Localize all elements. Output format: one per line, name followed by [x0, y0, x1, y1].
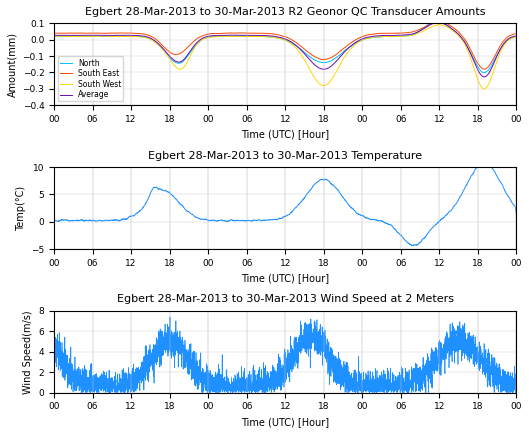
North	[513, 35, 519, 40]
Title: Egbert 28-Mar-2013 to 30-Mar-2013 Temperature: Egbert 28-Mar-2013 to 30-Mar-2013 Temper…	[148, 151, 422, 161]
South East	[415, 27, 422, 33]
Average	[134, 33, 140, 38]
South East	[389, 31, 395, 36]
South West	[51, 34, 57, 39]
Line: Average: Average	[54, 23, 516, 77]
South West	[268, 34, 275, 39]
North	[481, 70, 487, 76]
North	[363, 36, 370, 41]
X-axis label: Time (UTC) [Hour]: Time (UTC) [Hour]	[241, 130, 329, 140]
North	[434, 18, 440, 23]
South West	[513, 34, 519, 39]
South East	[134, 31, 140, 36]
South West	[513, 34, 519, 39]
Average	[51, 33, 57, 38]
South West	[436, 22, 442, 27]
Average	[513, 33, 519, 39]
Y-axis label: Wind Speed(m/s): Wind Speed(m/s)	[23, 310, 33, 394]
Y-axis label: Amount(mm): Amount(mm)	[7, 32, 17, 97]
X-axis label: Time (UTC) [Hour]: Time (UTC) [Hour]	[241, 273, 329, 283]
South West	[134, 34, 140, 39]
South West	[389, 34, 395, 39]
South East	[363, 33, 370, 38]
Average	[415, 29, 422, 34]
Title: Egbert 28-Mar-2013 to 30-Mar-2013 R2 Geonor QC Transducer Amounts: Egbert 28-Mar-2013 to 30-Mar-2013 R2 Geo…	[85, 7, 486, 17]
Average	[435, 20, 441, 25]
South East	[268, 31, 275, 36]
North	[415, 29, 422, 34]
Average	[481, 74, 487, 79]
X-axis label: Time (UTC) [Hour]: Time (UTC) [Hour]	[241, 417, 329, 427]
Average	[268, 33, 275, 39]
North	[51, 34, 57, 39]
Average	[389, 33, 395, 38]
North	[389, 34, 395, 39]
North	[513, 35, 519, 40]
South East	[481, 66, 487, 72]
Y-axis label: Temp(°C): Temp(°C)	[15, 185, 25, 230]
Average	[363, 35, 370, 40]
Line: South East: South East	[54, 22, 516, 69]
South West	[481, 86, 488, 92]
North	[134, 34, 140, 39]
Line: South West: South West	[54, 25, 516, 89]
Legend: North, South East, South West, Average: North, South East, South West, Average	[58, 56, 123, 102]
South East	[513, 31, 519, 36]
South West	[363, 36, 370, 41]
Line: North: North	[54, 20, 516, 73]
Average	[513, 33, 519, 39]
Title: Egbert 28-Mar-2013 to 30-Mar-2013 Wind Speed at 2 Meters: Egbert 28-Mar-2013 to 30-Mar-2013 Wind S…	[117, 294, 454, 304]
South West	[415, 31, 422, 36]
South East	[437, 19, 443, 24]
North	[268, 35, 275, 40]
South East	[513, 31, 519, 36]
South East	[51, 30, 57, 36]
